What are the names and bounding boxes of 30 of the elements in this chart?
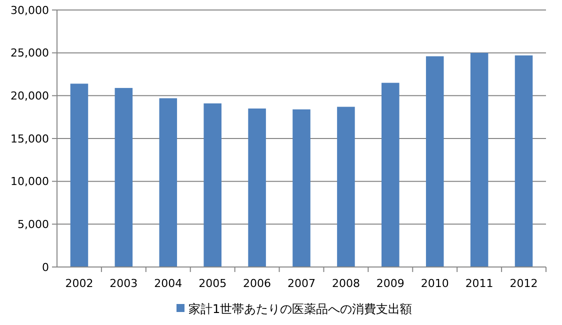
x-tick-label: 2012 <box>510 277 538 290</box>
bar <box>159 98 178 267</box>
x-tick-label: 2010 <box>420 277 449 290</box>
bar <box>470 52 488 267</box>
x-tick-label: 2009 <box>376 277 404 290</box>
y-tick-label: 0 <box>42 260 49 274</box>
x-tick-label: 2008 <box>332 277 360 290</box>
x-tick-label: 2002 <box>65 277 94 290</box>
x-tick-label: 2011 <box>465 277 494 290</box>
x-tick-label: 2004 <box>154 277 182 290</box>
legend-label: 家計1世帯あたりの医薬品への消費支出額 <box>188 302 412 316</box>
y-tick-label: 20,000 <box>10 90 49 103</box>
y-tick-label: 10,000 <box>10 175 49 188</box>
bar <box>248 108 266 267</box>
bar <box>292 109 310 267</box>
x-tick-label: 2007 <box>288 277 316 290</box>
y-tick-label: 25,000 <box>10 46 49 60</box>
x-tick-label: 2006 <box>243 277 272 290</box>
x-tick-label: 2003 <box>110 277 138 290</box>
bar <box>382 82 400 267</box>
bar <box>114 88 133 267</box>
y-tick-label: 15,000 <box>10 132 49 146</box>
bar <box>70 84 88 267</box>
y-tick-label: 30,000 <box>10 4 49 17</box>
bar <box>337 106 355 267</box>
bar <box>514 55 533 267</box>
bar <box>204 103 222 267</box>
x-tick-label: 2005 <box>198 277 227 290</box>
y-tick-label: 5,000 <box>18 218 49 232</box>
bar <box>426 56 444 267</box>
